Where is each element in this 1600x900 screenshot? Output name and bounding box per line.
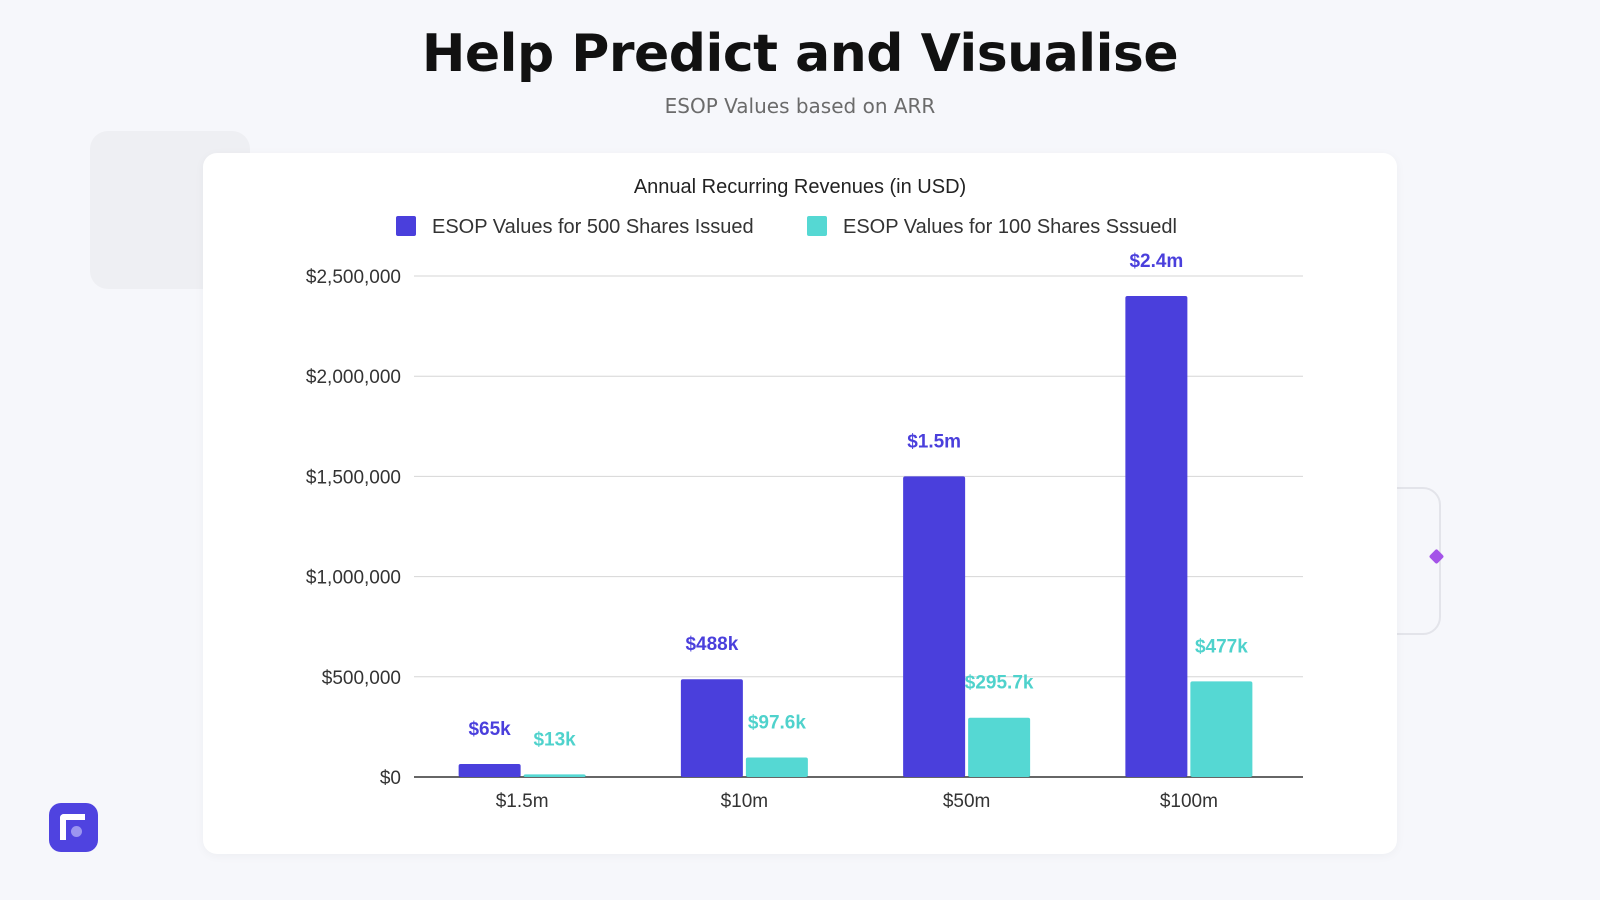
data-label: $13k	[533, 729, 576, 750]
legend-swatch	[396, 216, 416, 236]
bar-chart: Annual Recurring Revenues (in USD) ESOP …	[306, 176, 1303, 812]
x-axis: $1.5m $10m $50m $100m	[496, 791, 1218, 812]
y-tick-label: $2,500,000	[306, 267, 401, 288]
x-tick-label: $10m	[721, 791, 769, 812]
page-title: Help Predict and Visualise	[421, 24, 1179, 84]
bar-series-500-1[interactable]	[680, 679, 743, 777]
bar-series-100-2[interactable]	[968, 717, 1031, 777]
bar-series-500-2[interactable]	[903, 476, 966, 777]
data-label: $1.5m	[907, 431, 961, 452]
x-tick-label: $100m	[1160, 791, 1218, 812]
y-tick-label: $0	[380, 768, 401, 789]
logo-frame-shape	[60, 814, 85, 840]
chart-legend: ESOP Values for 500 Shares Issued ESOP Va…	[396, 216, 1177, 238]
y-tick-label: $500,000	[322, 668, 401, 689]
bar-series-100-0[interactable]	[523, 774, 586, 777]
bar-series-500-0[interactable]	[458, 763, 521, 777]
y-axis: $0 $500,000 $1,000,000 $1,500,000 $2,000,000…	[306, 267, 401, 789]
data-label: $97.6k	[748, 712, 807, 733]
legend-swatch	[807, 216, 827, 236]
data-label: $295.7k	[965, 673, 1034, 694]
x-tick-label: $1.5m	[496, 791, 549, 812]
y-tick-label: $2,000,000	[306, 367, 401, 388]
chart-card: Annual Recurring Revenues (in USD) ESOP …	[203, 153, 1397, 854]
legend-label: ESOP Values for 500 Shares Issued	[432, 216, 754, 238]
page-subtitle: ESOP Values based on ARR	[664, 94, 936, 118]
chart-title: Annual Recurring Revenues (in USD)	[634, 176, 966, 198]
chart-bars: $65k $13k $488k $97.6k $1.5m $295.7k $2.4m $477…	[458, 251, 1253, 777]
data-label: $2.4m	[1129, 251, 1183, 272]
x-tick-label: $50m	[943, 791, 991, 812]
bar-series-100-1[interactable]	[745, 757, 808, 777]
bar-series-100-3[interactable]	[1190, 681, 1253, 777]
data-label: $477k	[1195, 636, 1248, 657]
data-label: $488k	[685, 634, 738, 655]
y-tick-label: $1,500,000	[306, 467, 401, 488]
app-logo-icon[interactable]	[49, 803, 98, 852]
data-label: $65k	[468, 719, 511, 740]
bar-series-500-3[interactable]	[1125, 296, 1188, 777]
y-tick-label: $1,000,000	[306, 568, 401, 589]
legend-label: ESOP Values for 100 Shares Sssuedl	[843, 216, 1177, 238]
logo-dot-shape	[71, 826, 82, 837]
